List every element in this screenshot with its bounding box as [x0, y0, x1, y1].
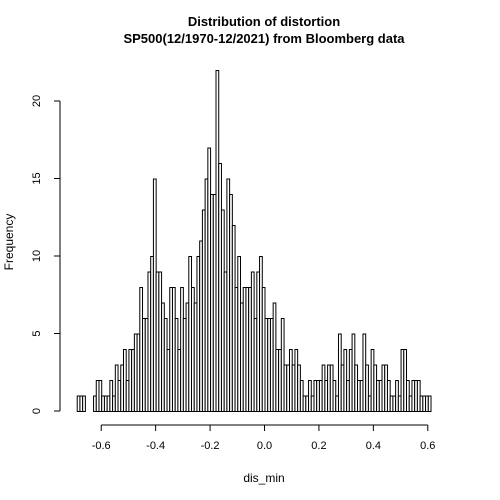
- y-tick-label: 5: [31, 330, 43, 336]
- x-axis: -0.6 -0.4 -0.2 0.0 0.2 0.4 0.6: [92, 424, 435, 452]
- x-tick-label: 0.4: [366, 440, 381, 452]
- y-tick-label: 15: [31, 172, 43, 184]
- y-axis-label: Frequency: [2, 214, 16, 271]
- x-tick-label: 0.2: [311, 440, 326, 452]
- chart-title: Distribution of distortion: [188, 14, 340, 29]
- y-axis: 0 5 10 15 20: [31, 95, 61, 414]
- y-tick-label: 10: [31, 250, 43, 262]
- chart-subtitle: SP500(12/1970-12/2021) from Bloomberg da…: [123, 31, 405, 46]
- x-axis-label: dis_min: [243, 471, 284, 485]
- histogram-bars: [76, 70, 432, 412]
- x-tick-label: -0.4: [146, 440, 165, 452]
- x-tick-label: -0.6: [92, 440, 111, 452]
- y-tick-label: 0: [31, 408, 43, 414]
- x-tick-label: 0.6: [420, 440, 435, 452]
- histogram-bar: [82, 395, 86, 412]
- x-tick-label: 0.0: [257, 440, 272, 452]
- histogram-bar: [427, 395, 432, 412]
- y-tick-label: 20: [31, 95, 43, 107]
- histogram-bar: [365, 364, 369, 412]
- x-tick-label: -0.2: [201, 440, 220, 452]
